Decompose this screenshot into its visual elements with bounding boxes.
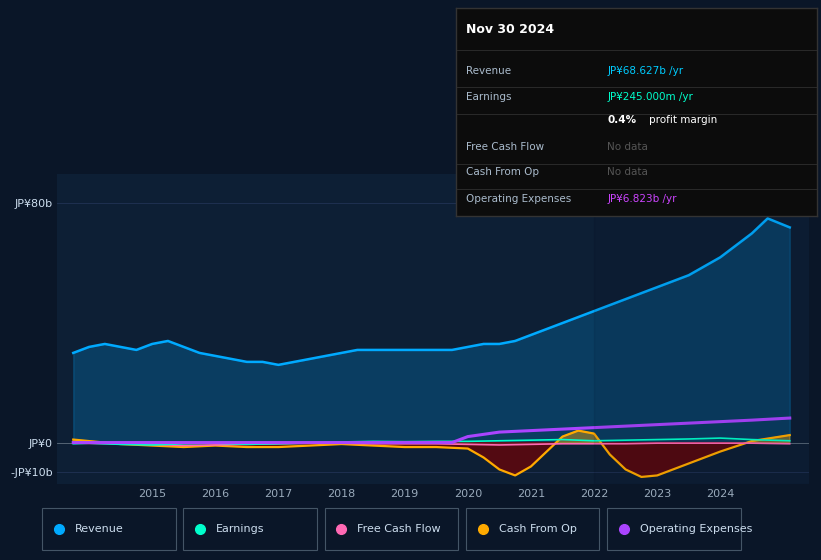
Text: JP¥245.000m /yr: JP¥245.000m /yr xyxy=(608,92,693,102)
Text: profit margin: profit margin xyxy=(649,115,718,125)
Text: Revenue: Revenue xyxy=(75,524,124,534)
Text: No data: No data xyxy=(608,142,649,152)
Text: Cash From Op: Cash From Op xyxy=(466,167,539,177)
Text: Cash From Op: Cash From Op xyxy=(498,524,576,534)
Text: JP¥68.627b /yr: JP¥68.627b /yr xyxy=(608,66,684,76)
Text: Operating Expenses: Operating Expenses xyxy=(466,194,571,204)
Text: Free Cash Flow: Free Cash Flow xyxy=(466,142,544,152)
Text: 0.4%: 0.4% xyxy=(608,115,636,125)
Text: Nov 30 2024: Nov 30 2024 xyxy=(466,23,555,36)
Text: Operating Expenses: Operating Expenses xyxy=(640,524,752,534)
Text: Free Cash Flow: Free Cash Flow xyxy=(357,524,441,534)
Text: No data: No data xyxy=(608,167,649,177)
Bar xyxy=(594,174,815,484)
Text: Earnings: Earnings xyxy=(466,92,512,102)
Text: Revenue: Revenue xyxy=(466,66,511,76)
Text: JP¥6.823b /yr: JP¥6.823b /yr xyxy=(608,194,677,204)
Text: Earnings: Earnings xyxy=(216,524,264,534)
